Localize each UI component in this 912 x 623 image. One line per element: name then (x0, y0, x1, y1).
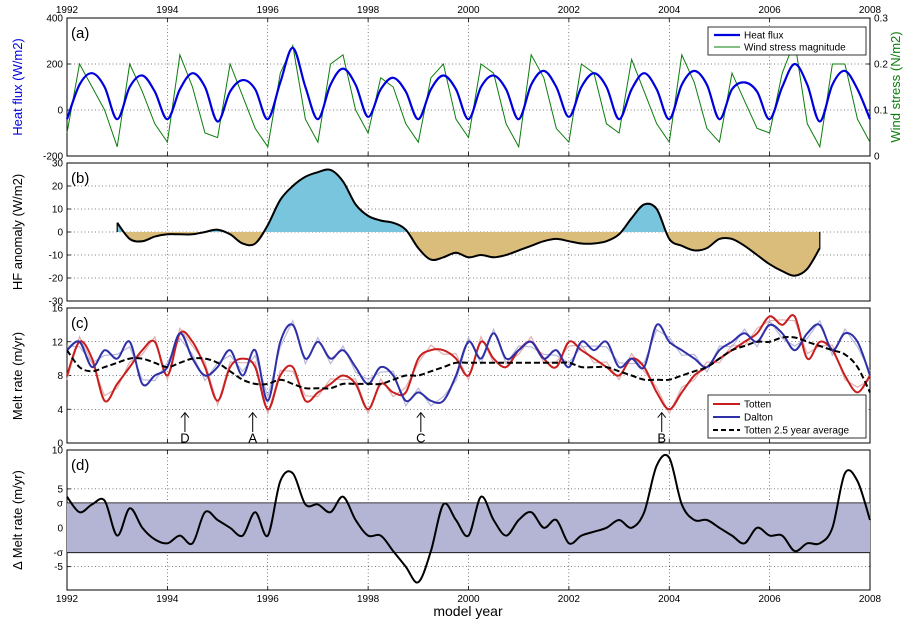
legend-heat-flux-label: Heat flux (744, 31, 783, 42)
dalton-line (66, 323, 871, 405)
annotation-label: C (416, 431, 425, 446)
y-tick-label-right: 0 (874, 152, 880, 163)
x-tick-label-top: 1992 (56, 5, 79, 16)
annotation-arrow-head (248, 411, 258, 418)
legend-panel-a: Heat flux Wind stress magnitude (707, 26, 867, 56)
x-tick-label-bottom: 1998 (357, 594, 380, 605)
x-tick-label-top: 2000 (457, 5, 480, 16)
x-tick-label-top: 1998 (357, 5, 380, 16)
x-tick-label-bottom: 2008 (859, 594, 882, 605)
x-tick-label-bottom: 1992 (56, 594, 79, 605)
x-tick-label-bottom: 2002 (558, 594, 581, 605)
panel-d-label: (d) (71, 457, 89, 474)
y-tick-label: 0 (57, 523, 63, 534)
sigma-plus-label: σ (57, 498, 64, 509)
y-tick-label: -5 (54, 562, 63, 573)
y-tick-label: 200 (46, 60, 63, 71)
y-tick-label: 10 (52, 446, 64, 457)
panel-a-label: (a) (71, 25, 89, 42)
y-tick-label: 8 (57, 371, 63, 382)
panel-c-ylabel: Melt rate (m/yr) (10, 332, 25, 420)
legend-panel-c: Totten Dalton Totten 2.5 year average (707, 394, 867, 439)
y-tick-label: 12 (52, 337, 64, 348)
y-tick-label: -10 (49, 251, 64, 262)
legend-totten-label: Totten (744, 400, 771, 411)
annotation-label: D (180, 431, 189, 446)
panel-d-ylabel: Δ Melt rate (m/yr) (10, 470, 25, 570)
y-tick-label: 0 (57, 439, 63, 450)
annotation-arrow-head (180, 411, 190, 418)
x-tick-label-top: 2004 (658, 5, 681, 16)
annotation-arrow-head (416, 411, 426, 418)
sigma-minus-label: -σ (53, 548, 63, 559)
y-tick-label: 0 (57, 106, 63, 117)
legend-a-box (707, 26, 867, 56)
y-tick-label: -20 (49, 274, 64, 285)
legend-average-label: Totten 2.5 year average (744, 426, 850, 437)
x-tick-label-top: 2002 (558, 5, 581, 16)
x-tick-label-bottom: 2000 (457, 594, 480, 605)
delta-melt-line (66, 453, 871, 584)
x-tick-label-bottom: 2004 (658, 594, 681, 605)
hf-anomaly-line (116, 168, 821, 277)
y-tick-label-right: 0.2 (874, 60, 888, 71)
positive-anomaly-area (117, 169, 820, 232)
x-tick-label-bottom: 1994 (156, 594, 179, 605)
panel-b-ylabel: HF anomaly (W/m2) (10, 174, 25, 290)
legend-wind-stress-label: Wind stress magnitude (744, 43, 846, 54)
y-tick-label: 30 (52, 159, 64, 170)
x-tick-label-top: 2006 (759, 5, 782, 16)
y-tick-label: 5 (57, 484, 63, 495)
y-tick-label: 16 (52, 304, 64, 315)
panel-a-ylabel-right: Wind stress (N/m2) (888, 31, 903, 142)
panel-a-ylabel: Heat flux (W/m2) (10, 38, 25, 136)
annotation-arrow-head (657, 411, 667, 418)
y-tick-label-right: 0.3 (874, 14, 888, 25)
y-tick-label: 20 (52, 182, 64, 193)
annotation-label: B (657, 431, 666, 446)
panel-b-label: (b) (71, 170, 89, 187)
panel-c-label: (c) (71, 315, 89, 332)
y-tick-label: -30 (49, 297, 64, 308)
wind-stress-line (66, 39, 871, 149)
x-axis-label: model year (433, 603, 503, 619)
heat-flux-line (65, 46, 872, 123)
y-tick-label: 0 (57, 228, 63, 239)
x-tick-label-bottom: 2006 (759, 594, 782, 605)
y-tick-label-right: 0.1 (874, 106, 888, 117)
sigma-band (67, 502, 870, 553)
x-tick-label-top: 1996 (257, 5, 280, 16)
x-tick-label-bottom: 1996 (257, 594, 280, 605)
annotation-label: A (248, 431, 257, 446)
y-tick-label: -200 (43, 152, 63, 163)
totten-average-line (66, 335, 871, 393)
y-tick-label: 400 (46, 14, 63, 25)
y-tick-label: 10 (52, 205, 64, 216)
y-tick-label: 4 (57, 405, 63, 416)
negative-anomaly-area (117, 232, 820, 276)
legend-dalton-label: Dalton (744, 413, 773, 424)
x-tick-label-top: 2008 (859, 5, 882, 16)
x-tick-label-top: 1994 (156, 5, 179, 16)
